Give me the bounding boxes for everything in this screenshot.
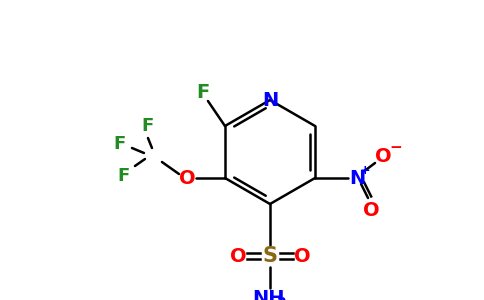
Text: O: O xyxy=(363,200,379,220)
Text: O: O xyxy=(179,169,195,188)
Text: −: − xyxy=(390,140,402,155)
Text: S: S xyxy=(262,246,277,266)
Text: O: O xyxy=(375,146,392,166)
Text: F: F xyxy=(114,135,126,153)
Text: F: F xyxy=(118,167,130,185)
Text: +: + xyxy=(360,164,370,176)
Text: O: O xyxy=(294,247,310,266)
Text: NH: NH xyxy=(252,289,284,300)
Text: 2: 2 xyxy=(277,296,287,300)
Text: F: F xyxy=(142,117,154,135)
Text: F: F xyxy=(197,82,210,101)
Text: N: N xyxy=(262,91,278,110)
Text: O: O xyxy=(230,247,246,266)
Text: N: N xyxy=(349,169,365,188)
